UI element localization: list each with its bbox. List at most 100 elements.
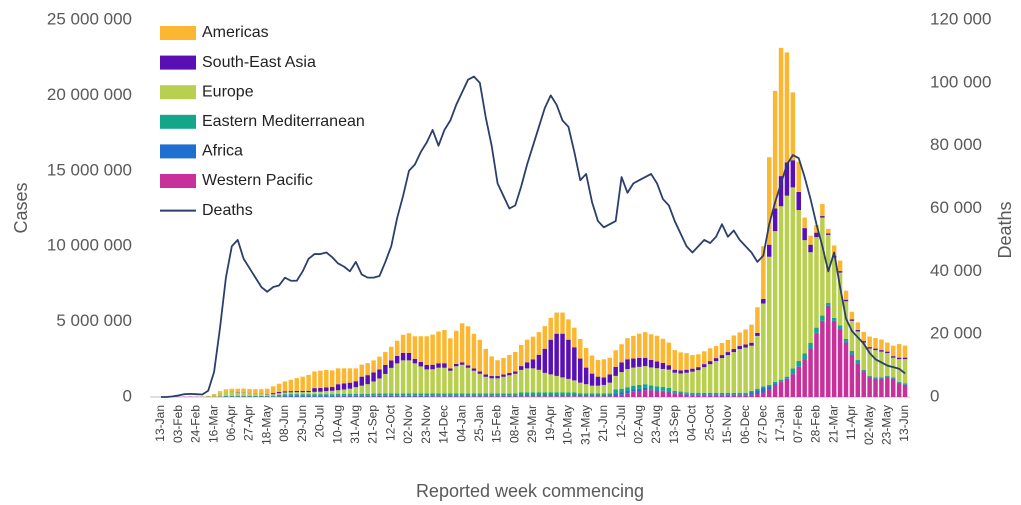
bar-segment xyxy=(465,393,471,396)
bar-segment xyxy=(318,394,323,396)
bar-segment xyxy=(371,395,376,397)
bar-segment xyxy=(306,395,311,397)
bar-segment xyxy=(489,376,494,379)
legend-swatch xyxy=(160,114,196,129)
bar-segment xyxy=(684,393,689,395)
bar-segment xyxy=(223,389,229,392)
bar-segment xyxy=(855,329,861,332)
bar-segment xyxy=(501,357,506,375)
bar-segment xyxy=(837,325,843,329)
bar-segment xyxy=(749,324,754,343)
bar-segment xyxy=(861,341,866,343)
bar-segment xyxy=(359,395,364,397)
bar-segment xyxy=(536,354,542,370)
bar-segment xyxy=(648,359,654,368)
bar-segment xyxy=(790,187,796,369)
bar-segment xyxy=(849,354,855,397)
bar-segment xyxy=(607,396,613,397)
bar-segment xyxy=(743,329,748,345)
bar-segment xyxy=(873,378,878,379)
bar-segment xyxy=(359,376,364,386)
bar-segment xyxy=(814,327,819,333)
x-tick-label: 10-May xyxy=(561,405,575,445)
bar-segment xyxy=(613,350,618,367)
bar-segment xyxy=(885,353,890,376)
bar-segment xyxy=(536,395,542,397)
bar-segment xyxy=(335,395,341,397)
bar-segment xyxy=(784,376,790,379)
bar-segment xyxy=(820,315,825,321)
bar-segment xyxy=(347,368,353,383)
bar-segment xyxy=(566,396,571,397)
bar-segment xyxy=(678,370,683,374)
bar-segment xyxy=(471,396,477,397)
bar-segment xyxy=(766,386,772,390)
x-tick-label: 21-Jun xyxy=(596,405,610,442)
bar-segment xyxy=(572,380,577,393)
bar-segment xyxy=(548,374,553,393)
bar-segment xyxy=(341,395,347,397)
bar-segment xyxy=(371,360,376,373)
bar-segment xyxy=(554,375,559,393)
bar-segment xyxy=(300,376,305,391)
bar-segment xyxy=(329,387,335,391)
bar-segment xyxy=(879,377,884,379)
bar-segment xyxy=(430,369,435,394)
bar-segment xyxy=(619,344,624,363)
bar-segment xyxy=(873,348,878,351)
bar-segment xyxy=(755,393,760,397)
bar-segment xyxy=(831,245,837,257)
bar-segment xyxy=(235,395,240,397)
bar-segment xyxy=(583,347,589,368)
bar-segment xyxy=(436,393,441,396)
bar-segment xyxy=(607,395,613,397)
bar-segment xyxy=(459,396,465,397)
bar-segment xyxy=(324,391,329,395)
bar-segment xyxy=(702,351,707,365)
bar-segment xyxy=(772,231,778,382)
bar-segment xyxy=(713,392,719,395)
bar-segment xyxy=(902,383,908,385)
bar-segment xyxy=(394,363,400,394)
bar-segment xyxy=(294,378,300,391)
bar-segment xyxy=(501,374,506,377)
bar-segment xyxy=(518,392,524,396)
bar-segment xyxy=(282,392,288,395)
bar-segment xyxy=(802,358,807,360)
bar-segment xyxy=(377,378,382,394)
bar-segment xyxy=(725,392,731,395)
bar-segment xyxy=(719,358,725,393)
x-tick-label: 06-Dec xyxy=(738,405,752,444)
bar-segment xyxy=(902,357,908,360)
bar-segment xyxy=(489,393,494,396)
y2-tick-label: 20 000 xyxy=(930,324,982,343)
bar-segment xyxy=(542,348,548,373)
y-tick-label: 20 000 000 xyxy=(47,85,132,104)
bar-segment xyxy=(459,362,465,365)
x-tick-label: 31-May xyxy=(578,405,592,445)
bar-segment xyxy=(890,345,896,357)
bar-segment xyxy=(772,384,778,397)
bar-segment xyxy=(247,389,252,393)
bar-segment xyxy=(766,389,772,397)
bar-segment xyxy=(383,373,388,394)
bar-segment xyxy=(436,331,441,364)
bar-segment xyxy=(702,394,707,396)
x-tick-label: 25-Oct xyxy=(702,404,716,441)
bar-segment xyxy=(737,332,742,347)
bar-segment xyxy=(513,351,518,372)
y2-tick-label: 100 000 xyxy=(930,72,991,91)
bar-segment xyxy=(259,389,264,394)
bar-segment xyxy=(418,336,424,362)
y2-tick-label: 0 xyxy=(930,386,939,405)
bar-segment xyxy=(448,370,453,394)
bar-segment xyxy=(442,363,447,368)
bar-segment xyxy=(217,391,223,393)
bar-segment xyxy=(896,383,902,397)
bar-segment xyxy=(270,386,276,394)
bar-segment xyxy=(253,395,258,397)
bar-segment xyxy=(761,303,766,387)
bar-segment xyxy=(495,395,500,397)
bar-segment xyxy=(518,366,524,370)
bar-segment xyxy=(666,365,672,370)
